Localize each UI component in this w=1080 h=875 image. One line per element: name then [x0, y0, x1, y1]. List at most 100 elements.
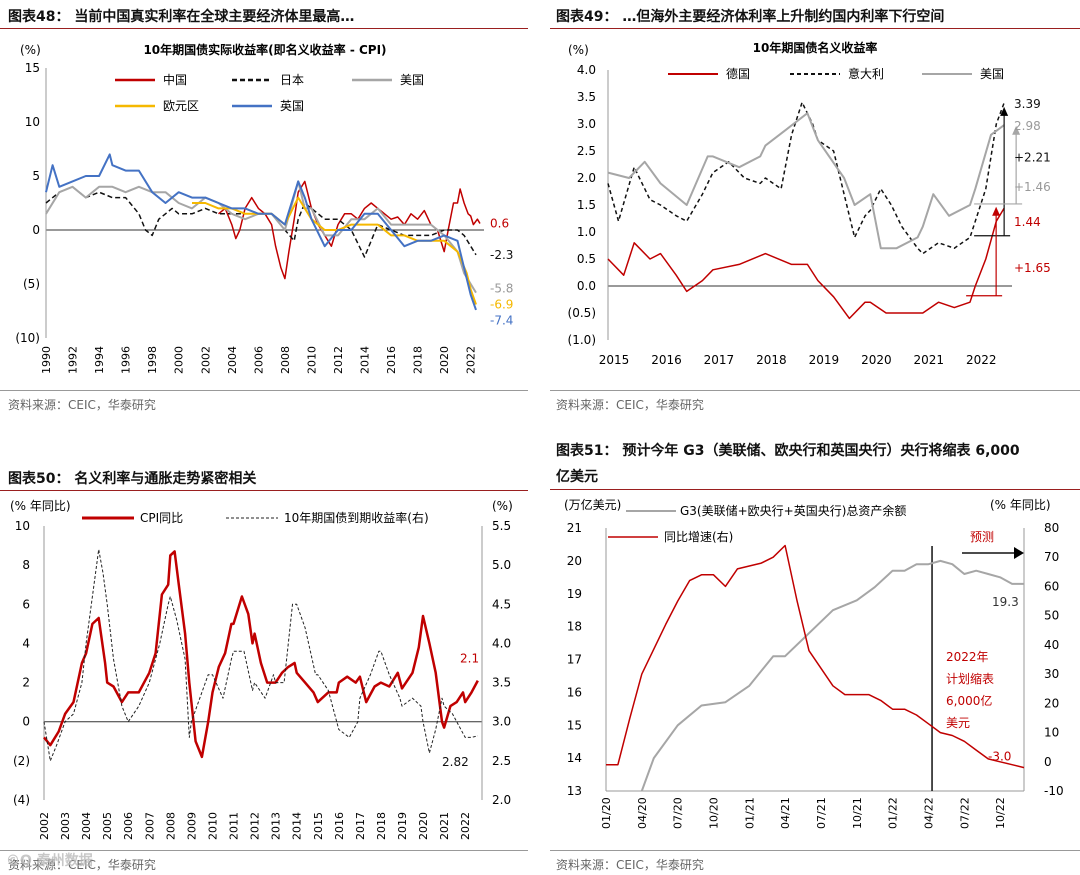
chart49-x-tick-0: 2015 — [599, 353, 630, 367]
chart48-x-tick-2: 1994 — [93, 346, 106, 374]
chart50-legend-label-1: 10年期国债到期收益率(右) — [284, 510, 429, 525]
chart49-x-tick-7: 2022 — [966, 353, 997, 367]
chart50-x-tick-5: 2007 — [143, 812, 156, 840]
chart50-end-label-1: 2.82 — [442, 755, 469, 769]
chart49-annotation-1: 2.98 — [1014, 119, 1041, 133]
chart49-legend-label-1: 意大利 — [848, 66, 884, 81]
chart50-x-tick-9: 2011 — [228, 812, 241, 840]
chart50-y-right-tick-4: 3.5 — [492, 676, 511, 690]
chart51-y-left-tick-0: 13 — [567, 784, 582, 798]
chart51-y-left-tick-1: 14 — [567, 751, 582, 765]
chart48-series-line-4 — [45, 153, 477, 311]
chart51-y-left-tick-6: 19 — [567, 587, 582, 601]
chart51-x-tick-1: 04/20 — [636, 797, 649, 829]
chart51-end-label-1: -3.0 — [988, 750, 1011, 764]
chart51-x-tick-4: 01/21 — [743, 797, 756, 829]
chart50-source: 资料来源：CEIC，华泰研究 — [8, 858, 156, 872]
chart49-x-tick-1: 2016 — [651, 353, 682, 367]
chart48-y-tick-2: 5 — [32, 169, 40, 183]
chart51-y-left-tick-3: 16 — [567, 685, 582, 699]
chart48-legend-label-0: 中国 — [163, 72, 187, 87]
chart49-y-tick-8: 0.0 — [577, 279, 596, 293]
chart51-forecast-arrowhead — [1014, 547, 1024, 559]
chart50-y-right-tick-3: 4.0 — [492, 636, 511, 650]
chart50-bottom-rule — [0, 850, 528, 851]
chart48-y-tick-1: 10 — [25, 115, 40, 129]
chart50-x-tick-2: 2004 — [80, 812, 93, 840]
chart51-forecast-label: 预测 — [970, 530, 994, 544]
chart49-x-tick-6: 2021 — [914, 353, 945, 367]
chart50-x-tick-6: 2008 — [164, 812, 177, 840]
chart50-y-left-tick-2: 6 — [22, 597, 30, 611]
chart48-x-tick-7: 2004 — [226, 346, 239, 374]
chart50-y-left-tick-3: 4 — [22, 636, 30, 650]
chart50-x-tick-8: 2010 — [206, 812, 219, 840]
chart50-y-right-tick-6: 2.5 — [492, 754, 511, 768]
chart51-legend-label-0: G3(美联储+欧央行+英国央行)总资产余额 — [680, 503, 906, 518]
chart49-annotation-0: 3.39 — [1014, 97, 1041, 111]
chart50-y-right-tick-7: 2.0 — [492, 793, 511, 807]
chart51-y-right-tick-0: -10 — [1044, 784, 1064, 798]
chart48-source: 资料来源：CEIC，华泰研究 — [8, 398, 156, 412]
chart48-unit-label: (%) — [20, 43, 41, 57]
chart50-x-tick-17: 2019 — [396, 812, 409, 840]
chart50-y-right-tick-5: 3.0 — [492, 715, 511, 729]
chart50-series-line-0 — [43, 550, 479, 759]
chart48-legend-label-2: 美国 — [400, 73, 424, 87]
chart51-annotation-line-3: 美元 — [946, 716, 970, 730]
chart48-x-tick-5: 2000 — [173, 346, 186, 374]
chart49-y-tick-5: 1.5 — [577, 198, 596, 212]
chart49-source: 资料来源：CEIC，华泰研究 — [556, 398, 704, 412]
chart50-x-tick-4: 2006 — [122, 812, 135, 840]
chart50-x-tick-3: 2005 — [101, 812, 114, 840]
chart51-y-right-tick-9: 80 — [1044, 521, 1059, 535]
chart51-source: 资料来源：CEIC，华泰研究 — [556, 858, 704, 872]
chart48-y-tick-5: (10) — [15, 331, 40, 345]
chart50-legend-label-0: CPI同比 — [140, 511, 183, 525]
chart51-y-left-tick-2: 15 — [567, 718, 582, 732]
chart48: (%) 10年期国债实际收益率(即名义收益率 - CPI) 15 10 5 0 (5) (10… — [15, 42, 513, 374]
chart48-end-label-0: 0.6 — [490, 217, 509, 231]
chart51-y-right-tick-7: 60 — [1044, 579, 1059, 593]
chart49-annotation-5: +1.65 — [1014, 261, 1051, 275]
chart51-bottom-rule — [550, 850, 1080, 851]
chart48-x-tick-0: 1990 — [40, 346, 53, 374]
chart50-x-tick-15: 2017 — [354, 812, 367, 840]
chart48-series-line-1 — [45, 186, 477, 258]
chart50-title: 图表50： 名义利率与通胀走势紧密相关 — [8, 471, 257, 487]
chart50-y-left-tick-5: 0 — [22, 715, 30, 729]
chart49-de-arrowhead — [992, 206, 1001, 216]
chart49-legend-label-2: 美国 — [980, 67, 1004, 81]
chart51-annotation-line-2: 6,000亿 — [946, 693, 992, 708]
chart48-title-rule — [0, 28, 528, 29]
chart51-series-line-0 — [640, 559, 1024, 792]
chart48-title: 图表48： 当前中国真实利率在全球主要经济体里最高… — [8, 9, 355, 25]
chart48-x-tick-13: 2016 — [385, 346, 398, 374]
chart49-x-tick-3: 2018 — [756, 353, 787, 367]
chart49-x-tick-4: 2019 — [809, 353, 840, 367]
chart48-x-tick-10: 2010 — [305, 346, 318, 374]
chart48-x-tick-6: 2002 — [199, 346, 212, 374]
chart49-annotation-4: 1.44 — [1014, 215, 1041, 229]
chart48-legend-label-3: 欧元区 — [163, 99, 199, 113]
chart49-y-tick-1: 3.5 — [577, 90, 596, 104]
chart49-y-tick-9: (0.5) — [568, 306, 596, 320]
chart51-y-right-tick-8: 70 — [1044, 550, 1059, 564]
chart51-y-right-tick-2: 10 — [1044, 726, 1059, 740]
chart49-y-tick-4: 2.0 — [577, 171, 596, 185]
chart49-x-tick-2: 2017 — [704, 353, 735, 367]
chart48-bottom-rule — [0, 390, 528, 391]
chart48-legend-label-1: 日本 — [280, 73, 304, 87]
chart51-annotation-line-0: 2022年 — [946, 650, 989, 664]
chart50-x-tick-20: 2022 — [459, 812, 472, 840]
chart50: (% 年同比) (%) 10 8 6 4 2 0 (2) (4) 5.5 5.0 4.5 4.0 3.5 3.… — [10, 499, 513, 840]
chart50-x-tick-18: 2020 — [417, 812, 430, 840]
chart50-y-left-tick-0: 10 — [15, 519, 30, 533]
chart50-y-left-tick-7: (4) — [13, 793, 30, 807]
chart49-it-arrowhead — [1000, 106, 1009, 116]
chart51-y-right-tick-3: 20 — [1044, 696, 1059, 710]
chart51-x-tick-7: 10/21 — [851, 797, 864, 829]
chart51-y-left-tick-7: 20 — [567, 554, 582, 568]
chart49-bottom-rule — [550, 390, 1080, 391]
chart51-y-right-tick-1: 0 — [1044, 755, 1052, 769]
